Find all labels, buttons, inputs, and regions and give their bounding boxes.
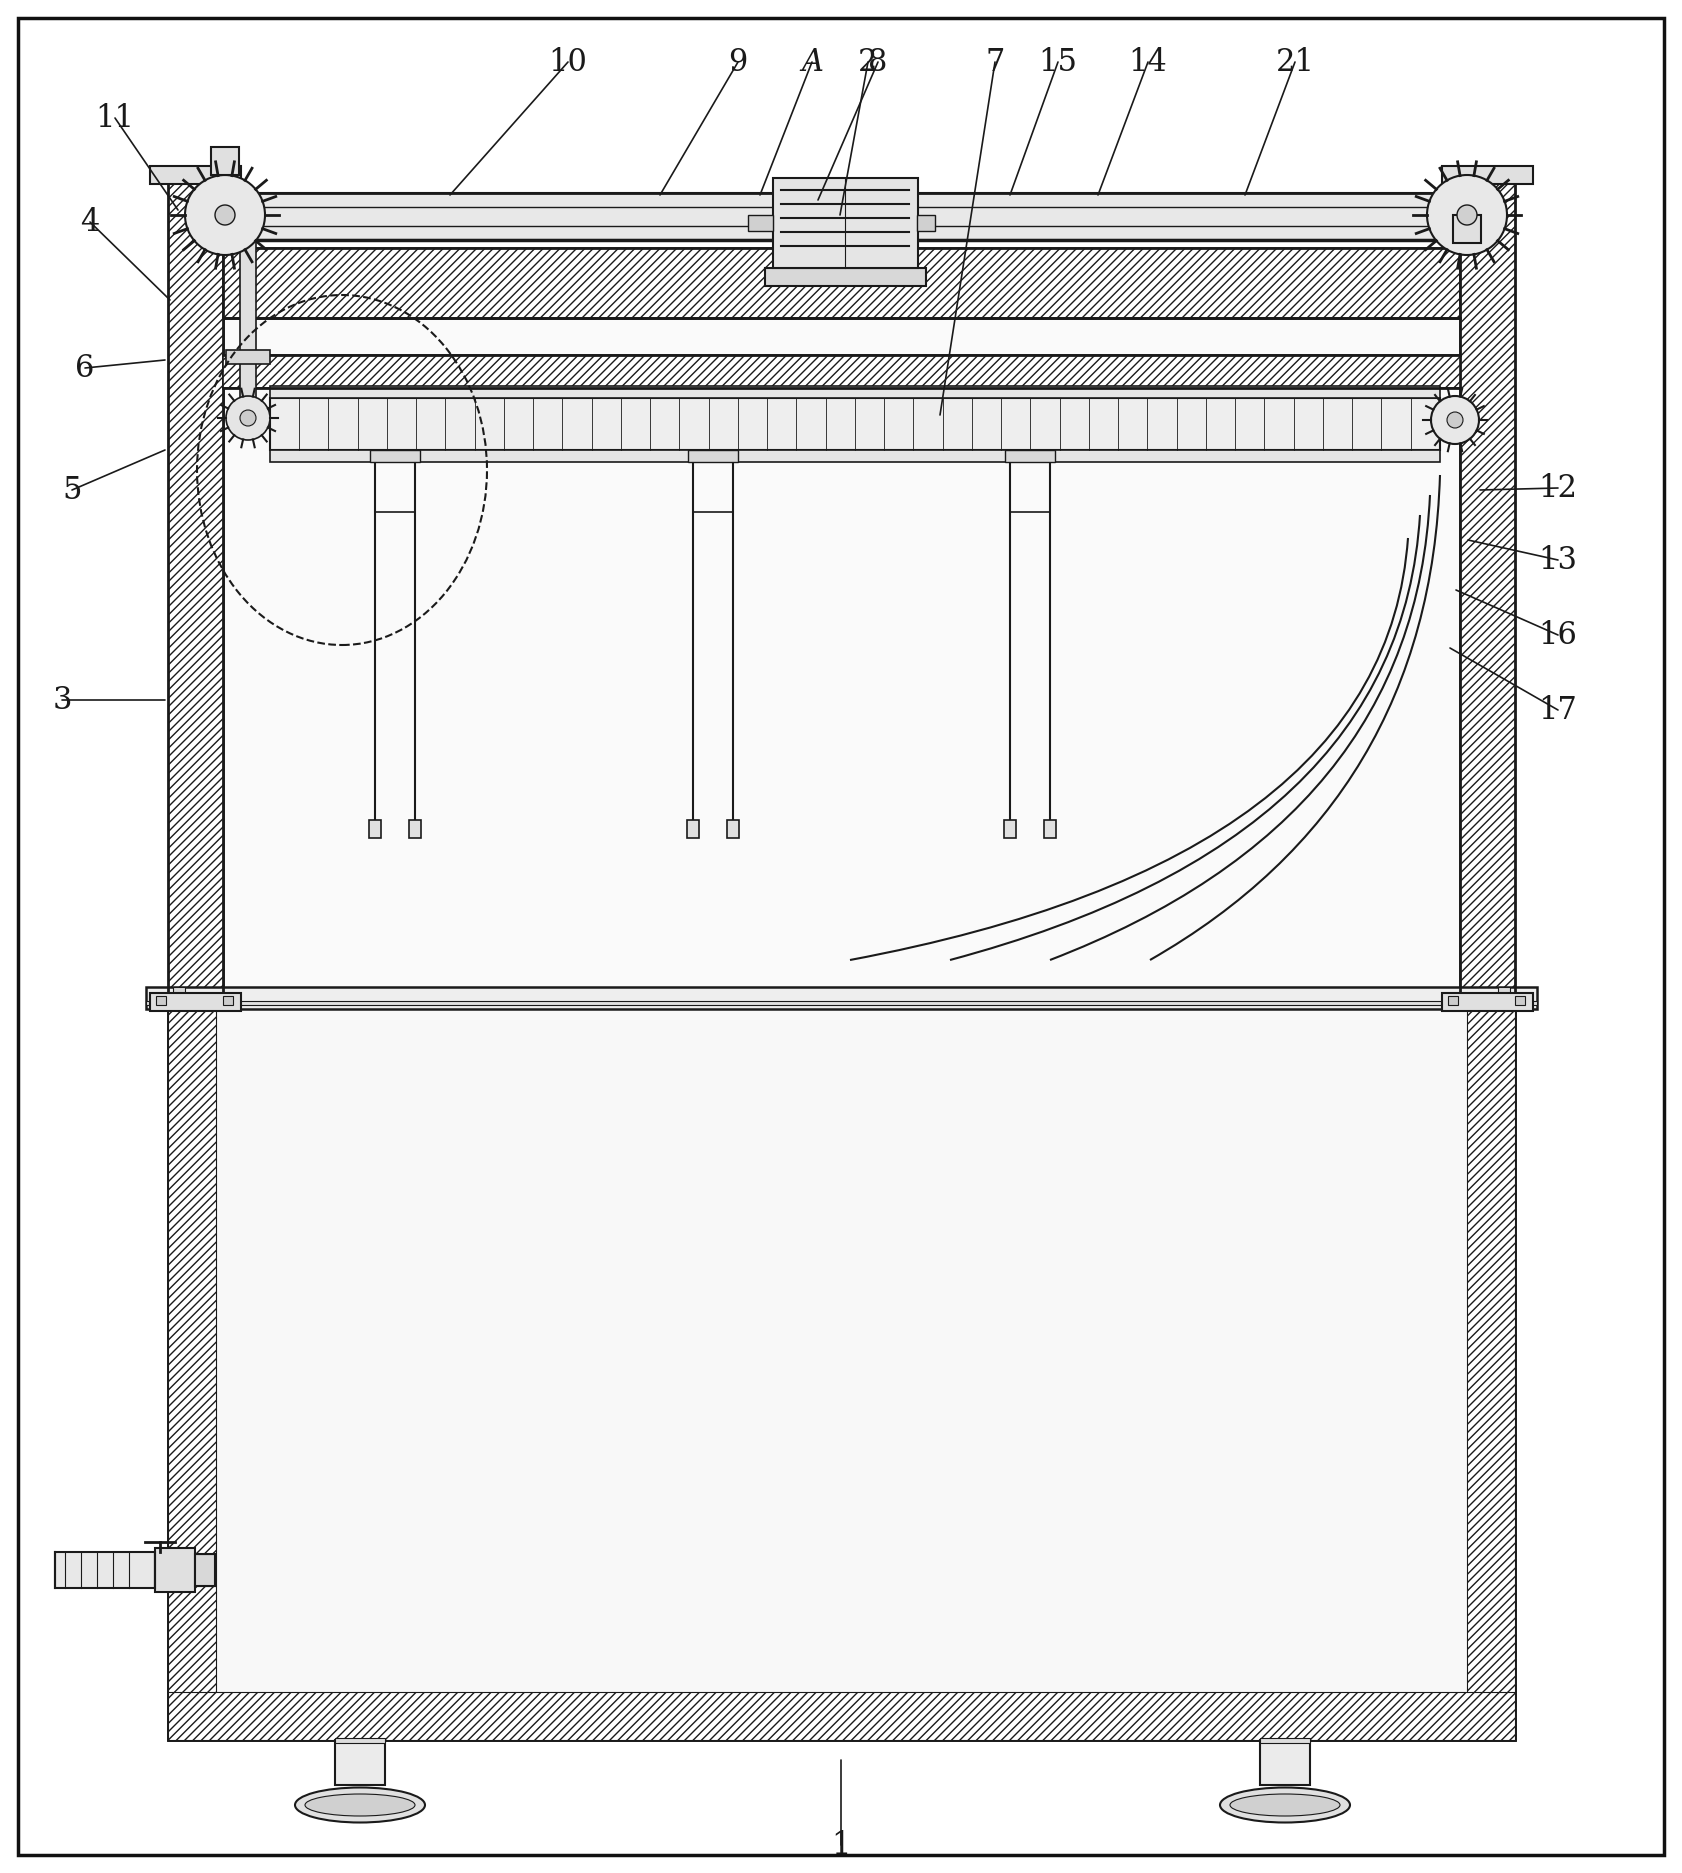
Bar xyxy=(688,450,738,463)
Text: 9: 9 xyxy=(728,47,747,77)
Bar xyxy=(1499,987,1510,995)
Bar xyxy=(224,247,1460,318)
Bar xyxy=(1467,1006,1515,1740)
Bar xyxy=(150,993,241,1011)
Bar xyxy=(686,820,700,837)
Bar xyxy=(146,1000,1537,1006)
Text: 13: 13 xyxy=(1539,545,1578,575)
Bar xyxy=(150,167,241,184)
Text: A: A xyxy=(801,47,822,77)
Bar xyxy=(271,386,1440,397)
Bar xyxy=(765,268,927,287)
Bar xyxy=(224,318,1460,1006)
Bar xyxy=(1441,167,1532,184)
Text: 5: 5 xyxy=(62,474,82,506)
Bar xyxy=(168,178,224,1006)
Bar xyxy=(335,1738,385,1744)
Bar xyxy=(210,146,239,174)
Text: 7: 7 xyxy=(986,47,1004,77)
Circle shape xyxy=(185,174,266,255)
Bar xyxy=(917,215,935,230)
Circle shape xyxy=(1457,204,1477,225)
Bar xyxy=(1045,820,1056,837)
Text: 10: 10 xyxy=(548,47,587,77)
Bar xyxy=(155,1547,195,1592)
Bar xyxy=(1460,178,1515,1006)
Bar xyxy=(409,820,420,837)
Text: 21: 21 xyxy=(1275,47,1315,77)
Text: 6: 6 xyxy=(76,352,94,384)
Bar xyxy=(56,1553,155,1588)
Bar xyxy=(241,215,256,418)
Bar xyxy=(195,1555,215,1586)
Ellipse shape xyxy=(1230,1794,1341,1817)
Ellipse shape xyxy=(1219,1787,1351,1822)
Text: 2: 2 xyxy=(858,47,878,77)
Bar xyxy=(225,350,271,363)
Text: 15: 15 xyxy=(1038,47,1078,77)
Circle shape xyxy=(215,204,235,225)
Text: 4: 4 xyxy=(81,206,99,238)
Bar xyxy=(173,987,185,995)
Text: 17: 17 xyxy=(1539,695,1578,725)
Circle shape xyxy=(1426,174,1507,255)
Bar xyxy=(224,356,1460,388)
Bar xyxy=(1453,215,1480,243)
Bar xyxy=(774,178,918,268)
Bar xyxy=(168,1006,215,1740)
Bar xyxy=(168,1006,1515,1740)
Bar xyxy=(168,1691,1515,1740)
Bar xyxy=(727,820,738,837)
Bar xyxy=(224,996,234,1006)
Text: 8: 8 xyxy=(868,47,888,77)
Bar xyxy=(1448,996,1458,1006)
Text: 3: 3 xyxy=(52,684,72,715)
Text: 1: 1 xyxy=(831,1830,851,1860)
Bar xyxy=(1260,1740,1310,1785)
Circle shape xyxy=(1431,395,1478,444)
Text: 14: 14 xyxy=(1129,47,1167,77)
Text: 16: 16 xyxy=(1539,620,1578,650)
Bar xyxy=(224,193,1460,240)
Bar xyxy=(146,987,1537,1010)
Bar xyxy=(370,450,420,463)
Text: 11: 11 xyxy=(96,103,135,133)
Bar xyxy=(271,450,1440,463)
Bar xyxy=(335,1740,385,1785)
Bar xyxy=(168,1558,215,1583)
Bar xyxy=(748,215,774,230)
Circle shape xyxy=(225,395,271,440)
Text: 12: 12 xyxy=(1539,472,1578,504)
Bar xyxy=(368,820,382,837)
Circle shape xyxy=(1447,412,1463,429)
Ellipse shape xyxy=(304,1794,415,1817)
Bar xyxy=(1441,993,1532,1011)
Circle shape xyxy=(241,410,256,425)
Bar xyxy=(1006,450,1055,463)
Bar xyxy=(271,397,1440,450)
Bar xyxy=(1004,820,1016,837)
Bar xyxy=(1260,1738,1310,1744)
Bar xyxy=(156,996,167,1006)
Ellipse shape xyxy=(294,1787,426,1822)
Bar xyxy=(168,1006,1515,1740)
Bar xyxy=(1515,996,1526,1006)
